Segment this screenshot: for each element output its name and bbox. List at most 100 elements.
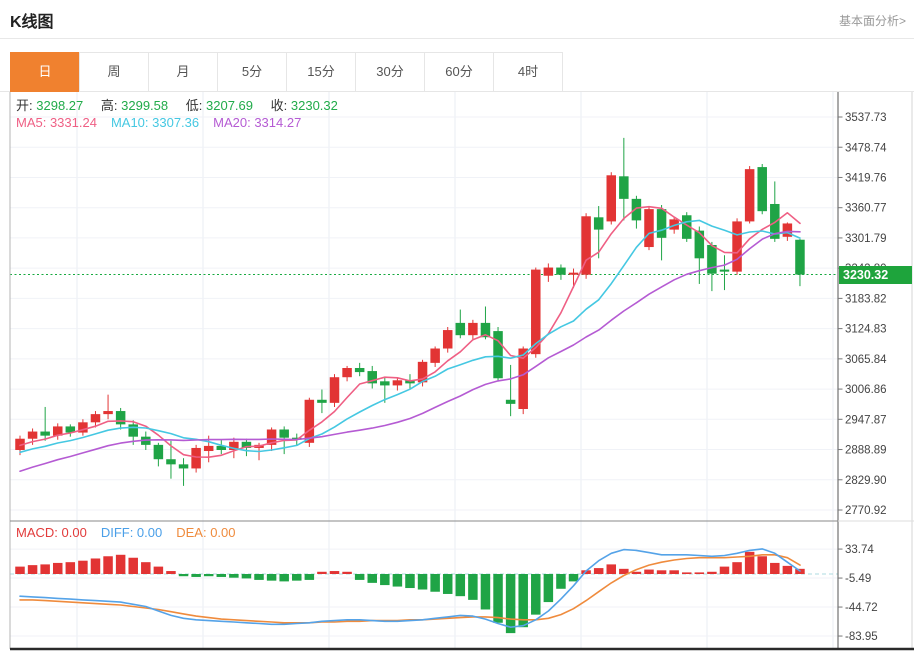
macd-legend-item-0: MACD: 0.00 xyxy=(16,525,87,540)
tab-日[interactable]: 日 xyxy=(10,52,80,92)
macd-hist-bar xyxy=(354,574,365,580)
tab-4时[interactable]: 4时 xyxy=(493,52,563,92)
macd-hist-bar xyxy=(455,574,466,597)
macd-hist-bar xyxy=(292,574,302,581)
candle-body xyxy=(757,167,767,212)
page-title: K线图 xyxy=(10,14,54,31)
macd-y-axis-label: -44.72 xyxy=(845,602,878,614)
tab-周[interactable]: 周 xyxy=(79,52,149,92)
candle-body xyxy=(556,267,566,275)
macd-hist-bar xyxy=(468,574,478,600)
macd-hist-bar xyxy=(191,574,201,577)
macd-hist-bar xyxy=(317,571,327,574)
macd-hist-bar xyxy=(279,574,289,582)
ma-legend-item-0: MA5: 3331.24 xyxy=(16,115,97,130)
candle-body xyxy=(90,414,101,423)
macd-hist-bar xyxy=(229,574,239,578)
macd-hist-bar xyxy=(15,566,25,574)
y-axis-label: 3124.83 xyxy=(845,324,887,336)
macd-hist-bar xyxy=(78,560,88,574)
macd-hist-bar xyxy=(757,556,767,574)
candle-body xyxy=(128,424,138,437)
candle-body xyxy=(644,209,654,248)
macd-hist-bar xyxy=(518,574,528,628)
ma-legend-item-2: MA20: 3314.27 xyxy=(213,115,302,130)
macd-y-axis-label: -83.95 xyxy=(845,631,878,643)
macd-hist-bar xyxy=(719,566,730,574)
y-axis-label: 3478.74 xyxy=(845,142,887,154)
y-axis-label: 3360.77 xyxy=(845,203,887,215)
candle-body xyxy=(266,429,277,445)
macd-hist-bar xyxy=(531,574,541,615)
candle-body xyxy=(732,221,742,272)
candle-body xyxy=(342,367,352,378)
candle-body xyxy=(65,426,76,433)
candle-body xyxy=(103,411,113,415)
candle-body xyxy=(631,198,642,221)
candle-body xyxy=(656,209,667,238)
macd-legend-item-1: DIFF: 0.00 xyxy=(100,525,163,540)
macd-hist-bar xyxy=(732,562,742,574)
y-axis-label: 3065.84 xyxy=(845,354,887,366)
candle-body xyxy=(518,348,528,409)
tab-月[interactable]: 月 xyxy=(148,52,218,92)
candle-body xyxy=(480,322,491,338)
macd-hist-bar xyxy=(329,571,340,574)
y-axis-label: 3006.86 xyxy=(845,384,887,396)
low-label: 低: xyxy=(185,98,203,113)
macd-hist-bar xyxy=(178,574,189,577)
diff-line xyxy=(19,548,801,629)
macd-hist-bar xyxy=(304,574,315,580)
fundamental-analysis-link[interactable]: 基本面分析> xyxy=(838,14,906,28)
macd-hist-bar xyxy=(556,574,566,589)
macd-hist-bar xyxy=(782,565,793,574)
macd-hist-bar xyxy=(266,574,277,581)
macd-legend: MACD: 0.00 DIFF: 0.00 DEA: 0.00 xyxy=(16,525,250,540)
open-value: 3298.27 xyxy=(36,98,84,113)
macd-hist-bar xyxy=(606,564,617,574)
candle-body xyxy=(468,322,478,336)
y-axis-label: 2770.92 xyxy=(845,505,887,517)
macd-hist-bar xyxy=(115,554,126,574)
macd-hist-bar xyxy=(27,565,38,574)
candle-body xyxy=(581,216,591,275)
candle-body xyxy=(719,269,730,272)
tab-15分[interactable]: 15分 xyxy=(286,52,356,92)
candle-body xyxy=(593,217,604,230)
tab-5分[interactable]: 5分 xyxy=(217,52,287,92)
macd-hist-bar xyxy=(153,566,164,574)
macd-hist-bar xyxy=(442,574,453,594)
y-axis-label: 3419.76 xyxy=(845,172,887,184)
header-divider xyxy=(0,38,914,39)
candle-body xyxy=(405,380,415,384)
candle-body xyxy=(619,176,629,199)
y-axis-label: 2829.90 xyxy=(845,475,887,487)
candle-body xyxy=(178,464,189,469)
candle-body xyxy=(191,447,201,469)
tab-60分[interactable]: 60分 xyxy=(424,52,494,92)
ma-legend: MA5: 3331.24 MA10: 3307.36 MA20: 3314.27 xyxy=(16,115,315,130)
macd-legend-item-2: DEA: 0.00 xyxy=(176,525,236,540)
macd-hist-bar xyxy=(216,574,227,577)
y-axis-label: 3183.82 xyxy=(845,293,887,305)
macd-hist-bar xyxy=(656,570,667,574)
macd-y-axis-label: -5.49 xyxy=(845,573,871,585)
macd-hist-bar xyxy=(430,574,440,592)
macd-hist-bar xyxy=(141,562,151,574)
y-axis-label: 3537.73 xyxy=(845,112,887,124)
close-label: 收: xyxy=(270,98,288,113)
candle-body xyxy=(115,411,126,425)
candle-body xyxy=(392,380,403,386)
timeframe-tabbar: 日周月 5分 15分 30分 60分 4时 xyxy=(10,52,563,92)
candle-body xyxy=(795,239,805,275)
candle-body xyxy=(367,371,377,384)
macd-hist-bar xyxy=(52,562,63,574)
candle-body xyxy=(707,244,717,274)
ohlc-legend: 开: 3298.27 高: 3299.58 低: 3207.69 收: 3230… xyxy=(16,95,352,114)
candle-body xyxy=(782,223,793,237)
tab-30分[interactable]: 30分 xyxy=(355,52,425,92)
macd-hist-bar xyxy=(203,574,214,577)
candle-body xyxy=(606,175,617,222)
